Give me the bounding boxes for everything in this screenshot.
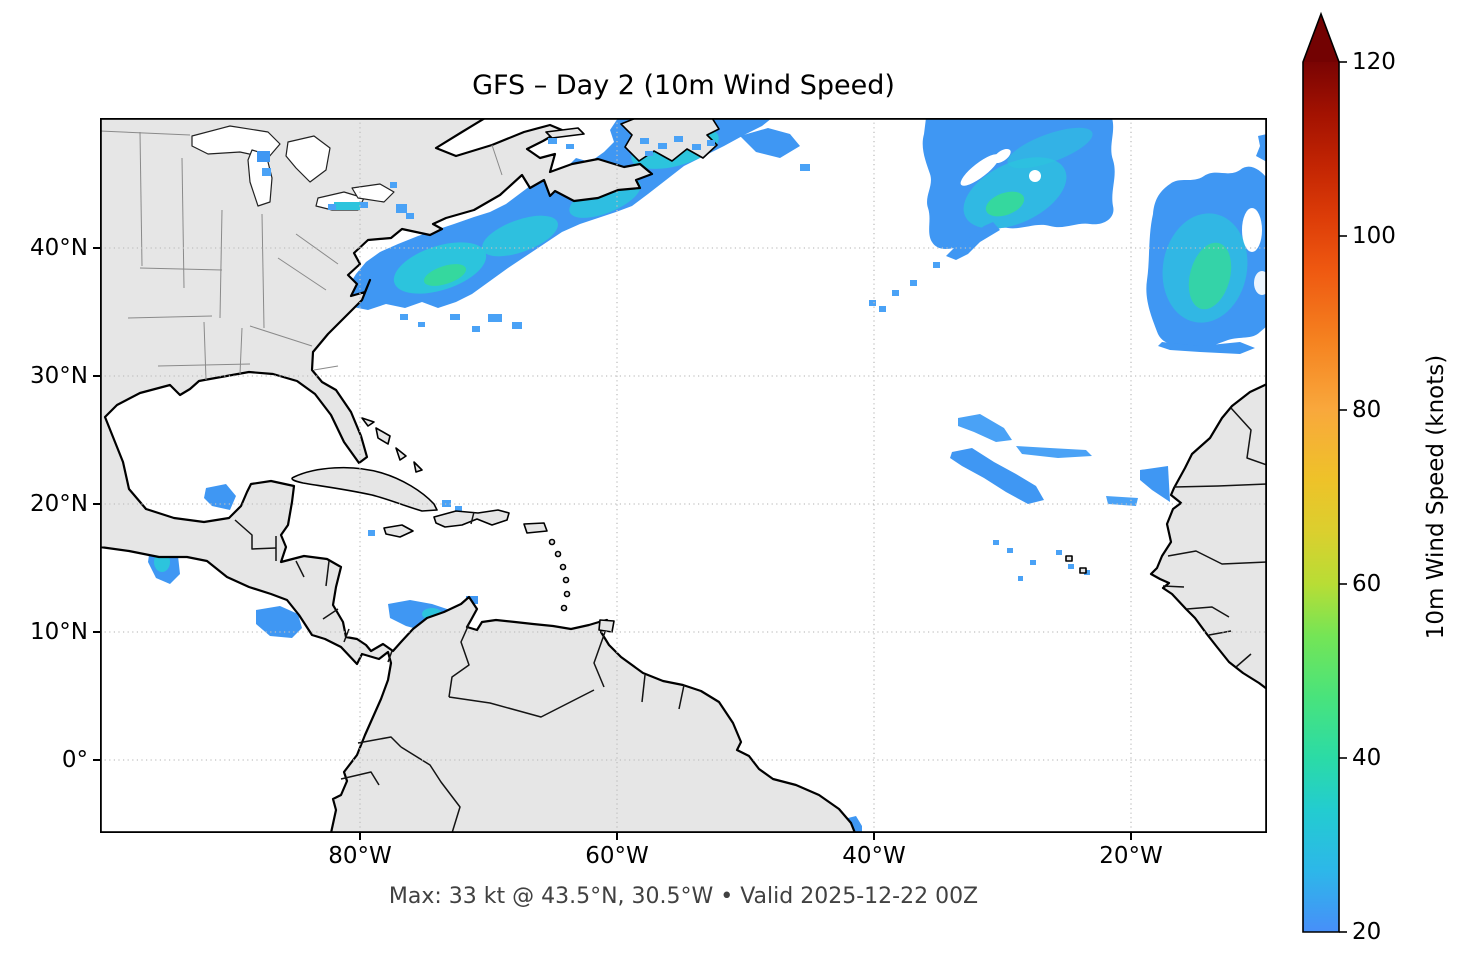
anticosti xyxy=(545,127,585,139)
map-axes xyxy=(98,116,1270,835)
lesser-antilles xyxy=(548,538,556,546)
x-tick-label: 60°W xyxy=(585,843,649,869)
y-tick-label: 40°N xyxy=(30,235,88,261)
y-tick-mark xyxy=(93,247,100,249)
colorbar-outline xyxy=(1302,11,1340,933)
y-tick-mark xyxy=(93,375,100,377)
y-tick-label: 10°N xyxy=(30,619,88,645)
colorbar-tick-marks xyxy=(1339,61,1347,933)
plot-title: GFS – Day 2 (10m Wind Speed) xyxy=(472,70,895,101)
lesser-antilles xyxy=(562,576,570,584)
colorbar-gradient xyxy=(1303,62,1339,932)
colorbar-tick-label: 20 xyxy=(1352,919,1382,945)
colorbar-tick-label: 40 xyxy=(1352,745,1382,771)
wind-map xyxy=(98,116,1270,835)
jamaica xyxy=(383,524,414,538)
y-tick-mark xyxy=(93,759,100,761)
map-frame xyxy=(99,117,1267,834)
state-borders xyxy=(99,130,503,381)
colorbar xyxy=(1290,8,1410,948)
wind-overland-cells xyxy=(257,136,715,219)
country-borders xyxy=(234,407,1268,834)
islands xyxy=(291,117,1087,633)
puerto-rico xyxy=(523,522,548,534)
x-tick-mark xyxy=(616,833,618,840)
colorbar-tick-label: 100 xyxy=(1352,223,1396,249)
y-tick-mark xyxy=(93,503,100,505)
trinidad xyxy=(598,619,615,633)
colorbar-label: 10m Wind Speed (knots) xyxy=(1423,354,1449,640)
colorbar-extend-arrow xyxy=(1303,14,1339,62)
y-tick-label: 30°N xyxy=(30,363,88,389)
x-tick-mark xyxy=(873,833,875,840)
lesser-antilles xyxy=(563,590,571,598)
north-south-america xyxy=(98,116,857,835)
x-tick-label: 40°W xyxy=(842,843,906,869)
cape-verde xyxy=(1065,555,1073,562)
colorbar-tick-label: 120 xyxy=(1352,49,1396,75)
bahamas xyxy=(375,427,391,445)
africa xyxy=(1149,382,1269,691)
newfoundland xyxy=(620,117,720,162)
lesser-antilles xyxy=(554,550,562,558)
x-tick-mark xyxy=(1130,833,1132,840)
cuba xyxy=(291,466,438,512)
x-tick-label: 20°W xyxy=(1099,843,1163,869)
colorbar-tick-label: 80 xyxy=(1352,397,1382,423)
lesser-antilles xyxy=(559,563,567,571)
colorbar-tick-label: 60 xyxy=(1352,571,1382,597)
lake-ontario xyxy=(351,183,395,203)
caption: Max: 33 kt @ 43.5°N, 30.5°W • Valid 2025… xyxy=(388,884,979,909)
bahamas xyxy=(361,417,375,427)
x-tick-mark xyxy=(359,833,361,840)
lake-huron xyxy=(285,135,331,183)
lesser-antilles xyxy=(560,604,568,612)
bahamas xyxy=(413,461,423,473)
y-tick-label: 0° xyxy=(61,747,88,773)
cape-verde xyxy=(1079,567,1087,574)
y-tick-label: 20°N xyxy=(30,491,88,517)
y-tick-mark xyxy=(93,631,100,633)
bahamas xyxy=(395,447,407,461)
x-tick-label: 80°W xyxy=(328,843,392,869)
